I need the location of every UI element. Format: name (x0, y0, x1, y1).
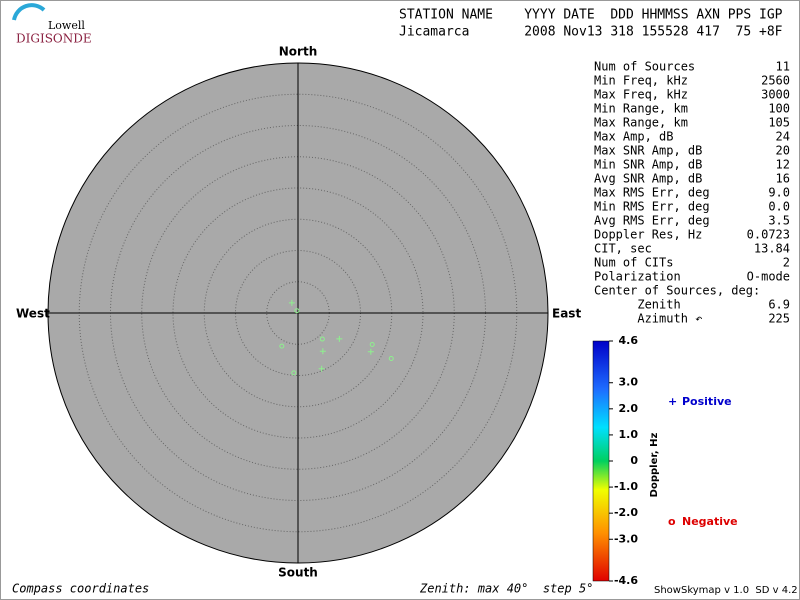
stat-label: Min RMS Err, deg (594, 200, 710, 214)
header-columns: STATION NAME YYYY DATE DDD HHMMSS AXN PP… (399, 8, 783, 23)
logo-bottom: DIGISONDE (16, 32, 92, 46)
stat-value: 6.9 (768, 298, 790, 312)
source-negative (369, 342, 375, 348)
stat-label: Doppler Res, Hz (594, 228, 702, 242)
compass-north: North (279, 45, 317, 59)
footer-right: ShowSkymap v 1.0 SD v 4.2 (654, 585, 798, 596)
stat-value: 3000 (761, 88, 790, 102)
source-negative (294, 308, 300, 314)
legend-label: Negative (682, 515, 738, 528)
compass-south: South (278, 566, 318, 580)
stat-label: Polarization (594, 270, 681, 284)
colorbar-tick-label: 4.6 (619, 334, 639, 347)
stat-label: Zenith (594, 298, 681, 312)
source-positive (318, 365, 325, 372)
stat-value: 2 (783, 256, 790, 270)
stat-label: Max Freq, kHz (594, 88, 688, 102)
stat-value: 24 (776, 130, 790, 144)
stat-value: 0.0 (768, 200, 790, 214)
stat-label: Max SNR Amp, dB (594, 144, 702, 158)
colorbar-tick-label: -1.0 (614, 480, 638, 493)
stat-label: CIT, sec (594, 242, 652, 256)
colorbar-tick-label: -2.0 (614, 506, 638, 519)
colorbar-tick-label: 3.0 (619, 376, 639, 389)
source-positive (336, 335, 343, 342)
stat-value: 0.0723 (747, 228, 790, 242)
colorbar-tick-label: 0 (630, 454, 638, 467)
stat-value: 13.84 (754, 242, 790, 256)
source-negative (279, 343, 285, 349)
logo-top: Lowell (48, 19, 85, 32)
legend-marker: o (668, 515, 676, 528)
stat-label: Max Range, km (594, 116, 688, 130)
stat-label: Avg SNR Amp, dB (594, 172, 702, 186)
colorbar-label: Doppler, Hz (649, 433, 660, 498)
logo-swoosh (12, 3, 46, 21)
compass-west: West (16, 307, 50, 321)
stat-value: 2560 (761, 74, 790, 88)
stat-label: Min Freq, kHz (594, 74, 688, 88)
footer-middle: Zenith: max 40° step 5° (419, 582, 593, 596)
source-positive (319, 348, 326, 355)
source-positive (288, 299, 295, 306)
colorbar-tick-label: 2.0 (619, 402, 639, 415)
stat-label: Max RMS Err, deg (594, 186, 710, 200)
stat-label: Center of Sources, deg: (594, 284, 760, 298)
colorbar-tick-label: -3.0 (614, 532, 638, 545)
header-values: Jicamarca 2008 Nov13 318 155528 417 75 +… (399, 25, 783, 40)
stat-label: Min Range, km (594, 102, 688, 116)
stat-value: 225 (768, 312, 790, 326)
footer-left: Compass coordinates (12, 582, 149, 596)
source-negative (319, 336, 325, 342)
colorbar-tick-label: 1.0 (619, 428, 639, 441)
source-positive (367, 348, 374, 355)
colorbar-tick-label: -4.6 (614, 574, 638, 587)
compass-east: East (552, 307, 581, 321)
stat-value: 12 (776, 158, 790, 172)
stat-label: Num of Sources (594, 60, 695, 74)
stat-label: Min SNR Amp, dB (594, 158, 702, 172)
legend-label: Positive (682, 395, 732, 408)
stat-value: 9.0 (768, 186, 790, 200)
legend-marker: + (668, 395, 677, 408)
colorbar (592, 340, 610, 582)
stat-value: 105 (768, 116, 790, 130)
stat-label: Max Amp, dB (594, 130, 673, 144)
stat-label: Azimuth ↶ (594, 312, 702, 326)
stat-label: Avg RMS Err, deg (594, 214, 710, 228)
source-negative (388, 355, 394, 361)
stat-value: 11 (776, 60, 790, 74)
source-negative (291, 370, 297, 376)
stat-label: Num of CITs (594, 256, 673, 270)
stat-value: 3.5 (768, 214, 790, 228)
stat-value: 100 (768, 102, 790, 116)
stat-value: O-mode (747, 270, 790, 284)
stat-value: 16 (776, 172, 790, 186)
stat-value: 20 (776, 144, 790, 158)
